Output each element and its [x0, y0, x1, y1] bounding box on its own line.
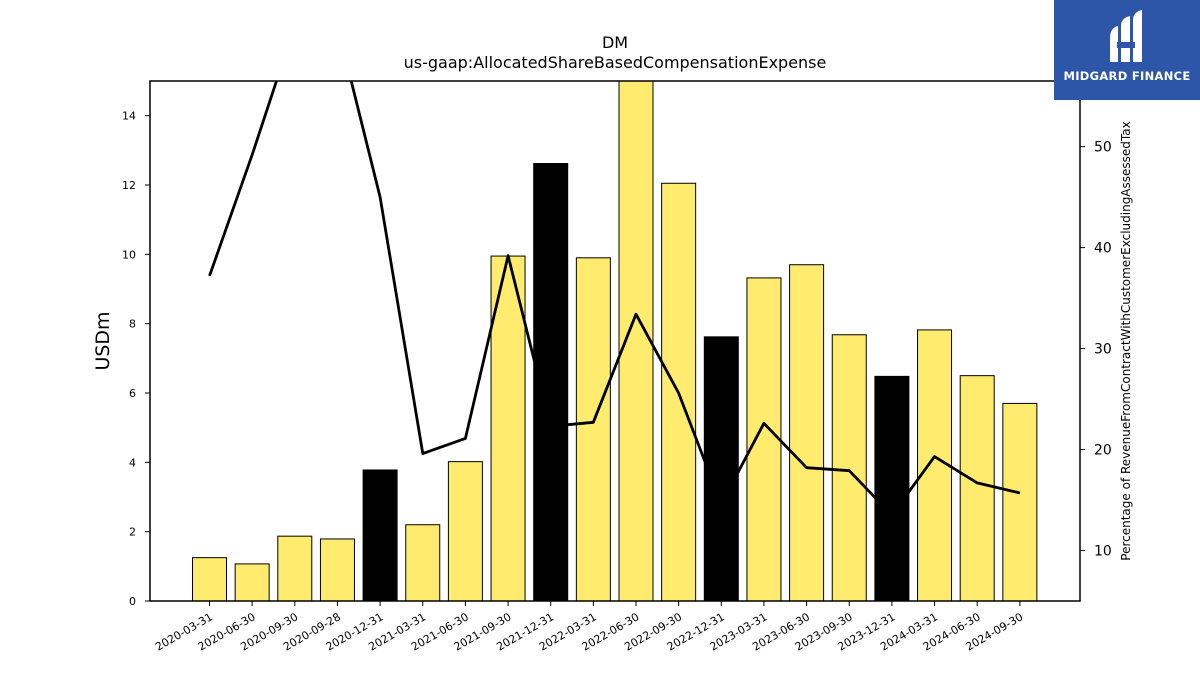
bar-2023-03-31 [746, 277, 782, 602]
y-tick-label: 0 [129, 595, 136, 608]
y-tick-label: 12 [122, 179, 136, 192]
bar-2020-06-30 [234, 563, 270, 602]
y-tick-label: 10 [122, 248, 136, 261]
plot-frame [149, 80, 1081, 602]
bar-series [192, 80, 1038, 602]
y2-tick-label: 10 [1094, 544, 1112, 560]
y2-tick-label: 30 [1094, 342, 1112, 358]
bar-2020-09-28 [319, 538, 355, 602]
chart-title: DM [602, 33, 628, 52]
right-axis: 10 20 30 40 50 [1080, 140, 1112, 560]
chart-subtitle: us-gaap:AllocatedShareBasedCompensationE… [404, 53, 827, 72]
bar-2020-09-30 [277, 535, 313, 602]
y-axis-label: USDm [92, 311, 114, 370]
bar-2020-12-31 [362, 469, 398, 602]
y2-axis-label: Percentage of RevenueFromContractWithCus… [1119, 121, 1133, 560]
bar-2021-09-30 [490, 255, 526, 602]
y-tick-label: 14 [122, 110, 136, 123]
logo-text: MIDGARD FINANCE [1063, 69, 1191, 83]
left-axis: 0 2 4 6 8 10 12 14 [122, 110, 150, 608]
bar-2024-06-30 [959, 375, 995, 602]
bar-2023-12-31 [874, 375, 910, 602]
y2-tick-label: 20 [1094, 443, 1112, 459]
logo-mark-icon [1110, 10, 1142, 62]
bar-2023-06-30 [789, 264, 825, 602]
bar-2022-03-31 [575, 257, 611, 602]
bar-2023-09-30 [831, 334, 867, 602]
y-tick-label: 4 [129, 456, 136, 469]
bar-2021-06-30 [447, 461, 483, 602]
bar-2022-12-31 [703, 336, 739, 602]
y2-tick-label: 40 [1094, 241, 1112, 257]
y-tick-label: 8 [129, 318, 136, 331]
bar-2021-03-31 [405, 524, 441, 602]
bar-2020-03-31 [192, 557, 227, 602]
midgard-finance-logo: MIDGARD FINANCE [1054, 0, 1200, 100]
percentage-line [208, 81, 1021, 517]
y2-tick-label: 50 [1094, 140, 1112, 156]
bar-2024-09-30 [1002, 402, 1038, 602]
x-axis: 2020-03-312020-06-302020-09-302020-09-28… [153, 601, 1025, 654]
y-tick-label: 2 [129, 526, 136, 539]
y-tick-label: 6 [129, 387, 136, 400]
